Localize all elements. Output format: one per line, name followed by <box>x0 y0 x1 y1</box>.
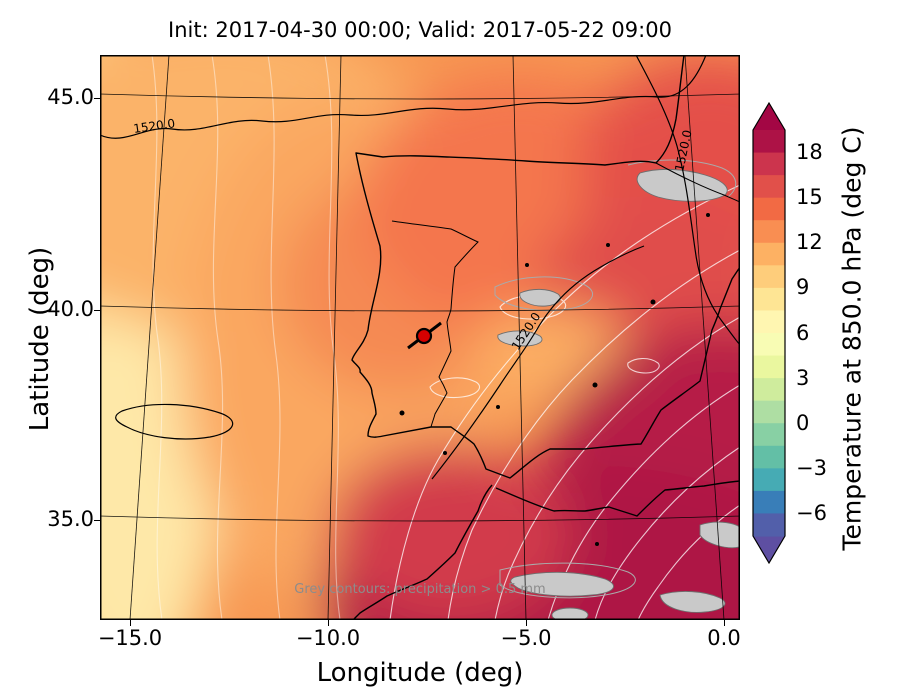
colorbar-tick-label: 9 <box>796 275 810 299</box>
colorbar-top-arrow <box>753 103 785 130</box>
x-tick-label: −15.0 <box>97 626 163 650</box>
colorbar-tick-label: −3 <box>796 456 827 480</box>
map-plot-area: 1520.0 1520.0 1520.0 Grey contours: prec… <box>99 54 741 621</box>
map-canvas: 1520.0 1520.0 1520.0 Grey contours: prec… <box>99 54 741 621</box>
temperature-contour-lines <box>151 55 740 620</box>
colorbar-bands <box>753 130 785 537</box>
country-borders <box>391 162 741 428</box>
precipitation-note: Grey contours: precipitation > 0.5 mm <box>294 582 545 597</box>
tick-mark <box>94 520 100 521</box>
precipitation-areas <box>494 159 740 620</box>
y-tick-label: 40.0 <box>47 297 94 321</box>
colorbar-canvas <box>752 101 786 565</box>
location-marker-dot <box>415 327 433 345</box>
x-tick-label: 0.0 <box>707 626 741 650</box>
colorbar-tick-label: 3 <box>796 366 810 390</box>
minor-contour-dots <box>399 213 710 546</box>
lat-lon-graticule <box>99 54 741 621</box>
colorbar <box>749 100 793 575</box>
tick-mark <box>526 620 527 626</box>
x-tick-label: −10.0 <box>295 626 361 650</box>
location-marker <box>407 321 442 350</box>
geopotential-contours <box>99 54 741 480</box>
geopotential-contour-label: 1520.0 <box>132 116 176 136</box>
y-tick-label: 45.0 <box>47 85 94 109</box>
colorbar-outline <box>752 101 786 565</box>
tick-mark <box>328 620 329 626</box>
colorbar-tick-label: 18 <box>796 140 823 164</box>
colorbar-tick-label: 12 <box>796 230 823 254</box>
coastline <box>351 54 741 621</box>
plot-title: Init: 2017-04-30 00:00; Valid: 2017-05-2… <box>168 18 672 42</box>
y-tick-label: 35.0 <box>47 507 94 531</box>
colorbar-bottom-arrow <box>753 536 785 563</box>
tick-mark <box>94 310 100 311</box>
colorbar-tick-label: 0 <box>796 411 810 435</box>
colorbar-tick-label: 15 <box>796 185 823 209</box>
tick-mark <box>130 620 131 626</box>
x-tick-label: −5.0 <box>500 626 552 650</box>
y-axis-label: Latitude (deg) <box>25 246 55 432</box>
colorbar-tick-label: −6 <box>796 501 827 525</box>
colorbar-label: Temperature at 850.0 hPa (deg C) <box>837 126 867 551</box>
colorbar-tick-label: 6 <box>796 321 810 345</box>
plot-frame <box>100 55 740 620</box>
x-axis-label: Longitude (deg) <box>316 658 524 688</box>
tick-mark <box>94 98 100 99</box>
tick-mark <box>724 620 725 626</box>
